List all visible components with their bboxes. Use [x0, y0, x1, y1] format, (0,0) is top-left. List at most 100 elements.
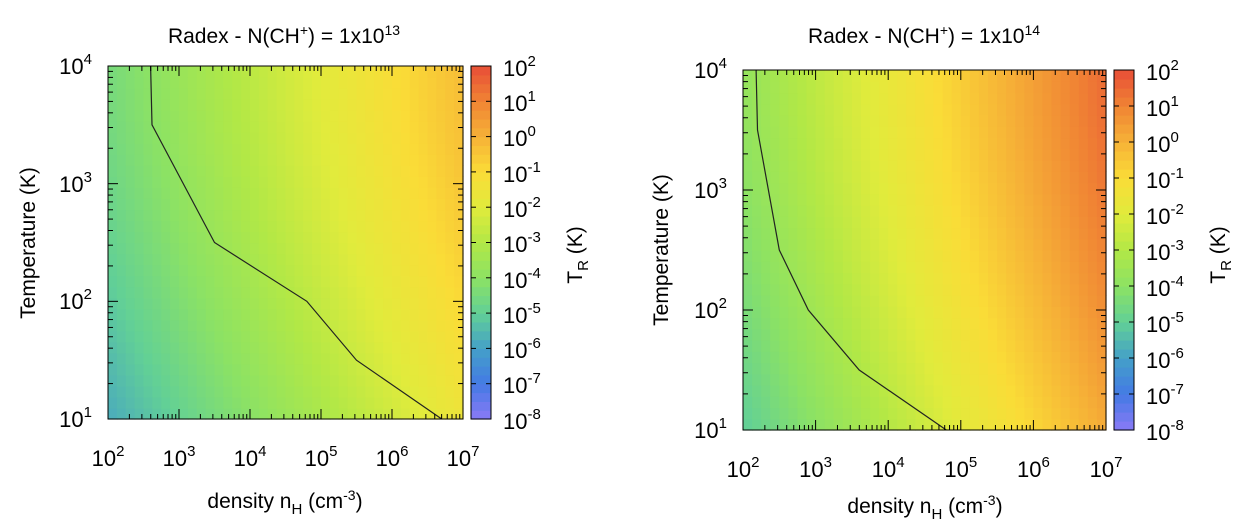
heatmap-cell [997, 328, 1007, 341]
heatmap-cell [1024, 306, 1034, 319]
heatmap-cell [1060, 328, 1071, 341]
heatmap-cell [134, 165, 145, 177]
heatmap-cell [383, 264, 393, 277]
heatmap-cell [427, 363, 437, 376]
heatmap-cell [108, 154, 118, 166]
heatmap-cell [824, 126, 835, 139]
heatmap-cell [969, 171, 980, 184]
heatmap-cell [933, 137, 944, 150]
heatmap-cell [915, 238, 926, 251]
heatmap-cell [1096, 238, 1107, 251]
heatmap-cell [752, 171, 762, 184]
heatmap-cell [347, 297, 358, 310]
heatmap-cell [770, 115, 780, 127]
heatmap-cell [1051, 182, 1062, 195]
heatmap-cell [187, 220, 198, 233]
heatmap-cell [250, 176, 260, 188]
heatmap-cell [779, 103, 789, 116]
heatmap-cell [860, 126, 871, 139]
heatmap-cell [161, 154, 171, 166]
heatmap-cell [761, 373, 771, 386]
heatmap-cell [250, 385, 260, 398]
colorbar-tick-label: 10-2 [1146, 201, 1184, 229]
heatmap-cell [1060, 171, 1071, 184]
heatmap-cell [267, 385, 278, 398]
heatmap-cell [942, 328, 953, 341]
heatmap-cell [942, 306, 953, 319]
heatmap-cell [294, 407, 304, 420]
heatmap-cell [125, 121, 136, 133]
heatmap-cell [445, 308, 455, 321]
heatmap-cell [276, 165, 287, 177]
heatmap-cell [454, 396, 464, 409]
colorbar-segment [471, 224, 491, 235]
heatmap-cell [383, 396, 393, 409]
heatmap-cell [988, 283, 998, 296]
heatmap-cell [214, 132, 224, 144]
heatmap-cell [338, 396, 349, 409]
heatmap-cell [851, 396, 862, 409]
heatmap-cell [258, 286, 269, 299]
heatmap-cell [770, 295, 780, 307]
heatmap-cell [842, 182, 853, 195]
heatmap-cell [815, 148, 826, 161]
heatmap-cell [1060, 193, 1071, 206]
heatmap-cell [833, 385, 844, 397]
colorbar-tick-label: 10-4 [1146, 273, 1184, 301]
heatmap-cell [960, 362, 971, 375]
heatmap-cell [1096, 283, 1107, 296]
heatmap-cell [915, 283, 926, 296]
heatmap-cell [454, 264, 464, 277]
heatmap-cell [347, 352, 358, 365]
heatmap-cell [824, 160, 835, 172]
heatmap-cell [241, 308, 251, 321]
heatmap-cell [860, 227, 871, 240]
heatmap-cell [770, 418, 780, 431]
heatmap-cell [267, 275, 278, 288]
heatmap-cell [108, 231, 118, 244]
heatmap-cell [143, 330, 153, 343]
heatmap-cell [815, 70, 826, 82]
heatmap-cell [969, 283, 980, 296]
heatmap-cell [285, 132, 295, 144]
heatmap-cell [915, 103, 926, 116]
heatmap-cell [250, 308, 260, 321]
heatmap-cell [427, 209, 437, 222]
heatmap-cell [1078, 70, 1089, 82]
heatmap-cell [312, 319, 322, 332]
colorbar-segment [471, 154, 491, 164]
heatmap-cell [400, 341, 411, 354]
heatmap-cell [1042, 115, 1053, 127]
heatmap-cell [134, 407, 145, 420]
heatmap-cell [187, 374, 198, 387]
x-tick-label: 104 [872, 454, 905, 482]
heatmap-cell [241, 231, 251, 244]
heatmap-cell [860, 171, 871, 184]
heatmap-cell [1051, 227, 1062, 240]
heatmap-cell [338, 77, 349, 89]
heatmap-cell [824, 317, 835, 330]
heatmap-cell [338, 308, 349, 321]
heatmap-cell [743, 272, 753, 285]
colorbar-ticks-right [1114, 69, 1134, 431]
heatmap-cell [788, 407, 799, 420]
heatmap-cell [152, 88, 162, 100]
heatmap-cell [833, 205, 844, 217]
heatmap-cell [187, 143, 198, 155]
colorbar-segment [1114, 340, 1134, 350]
heatmap-cell [329, 77, 340, 89]
heatmap-cell [1033, 272, 1044, 285]
heatmap-cell [258, 121, 269, 133]
heatmap-cell [445, 143, 455, 155]
heatmap-cell [179, 154, 189, 166]
heatmap-cell [833, 418, 844, 431]
heatmap-cell [1060, 261, 1071, 274]
heatmap-cell [267, 319, 278, 332]
heatmap-cell [1078, 126, 1089, 139]
heatmap-cell [409, 253, 420, 266]
heatmap-cell [116, 242, 127, 255]
heatmap-cell [1096, 362, 1107, 375]
heatmap-cell [942, 272, 953, 285]
heatmap-cell [427, 220, 437, 233]
heatmap-cell [997, 306, 1007, 319]
